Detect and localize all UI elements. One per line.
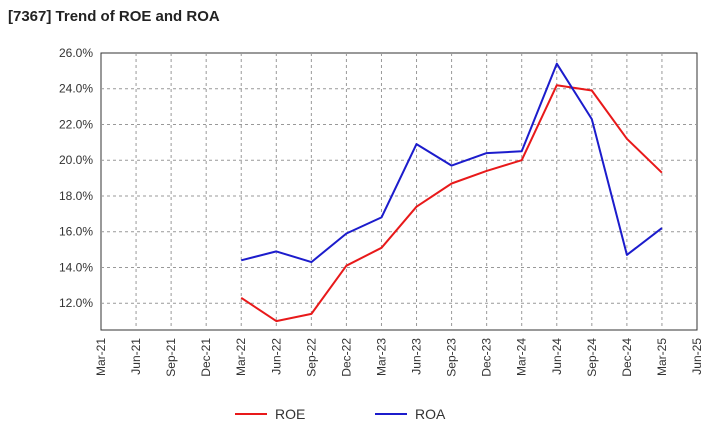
y-axis: 12.0% 14.0% 16.0% 18.0% 20.0% 22.0% 24.0% 26.0% [59, 46, 93, 310]
y-tick-label: 18.0% [59, 189, 93, 203]
y-tick-label: 12.0% [59, 296, 93, 310]
x-tick-label: Mar-22 [234, 338, 248, 376]
x-tick-label: Mar-21 [94, 338, 108, 376]
series-lines [240, 62, 663, 323]
x-tick-label: Jun-22 [269, 338, 283, 375]
plot-area [100, 52, 698, 331]
y-tick-label: 22.0% [59, 117, 93, 131]
x-tick-label: Dec-24 [620, 338, 634, 377]
x-tick-label: Jun-25 [690, 338, 704, 375]
y-tick-label: 20.0% [59, 153, 93, 167]
x-tick-label: Mar-25 [655, 338, 669, 376]
legend-label-roa: ROA [415, 406, 446, 422]
y-tick-label: 14.0% [59, 260, 93, 274]
series-line-roe [240, 84, 663, 323]
x-tick-label: Mar-24 [515, 338, 529, 376]
legend: ROE ROA [235, 406, 446, 422]
x-tick-label: Sep-22 [304, 338, 318, 377]
y-tick-label: 16.0% [59, 225, 93, 239]
x-tick-label: Jun-21 [129, 338, 143, 375]
x-axis: Mar-21 Jun-21 Sep-21 Dec-21 Mar-22 Jun-22 Sep-… [94, 338, 704, 377]
x-tick-label: Jun-23 [410, 338, 424, 375]
legend-label-roe: ROE [275, 406, 305, 422]
y-tick-label: 24.0% [59, 82, 93, 96]
x-tick-label: Dec-21 [199, 338, 213, 377]
x-tick-label: Dec-23 [480, 338, 494, 377]
x-tick-label: Sep-24 [585, 338, 599, 377]
y-tick-label: 26.0% [59, 46, 93, 60]
x-tick-label: Mar-23 [374, 338, 388, 376]
series-line-roa [240, 62, 663, 264]
chart-title: [7367] Trend of ROE and ROA [8, 8, 220, 25]
grid [101, 53, 697, 330]
x-tick-label: Sep-21 [164, 338, 178, 377]
x-tick-label: Jun-24 [550, 338, 564, 375]
x-tick-label: Sep-23 [445, 338, 459, 377]
x-tick-label: Dec-22 [339, 338, 353, 377]
